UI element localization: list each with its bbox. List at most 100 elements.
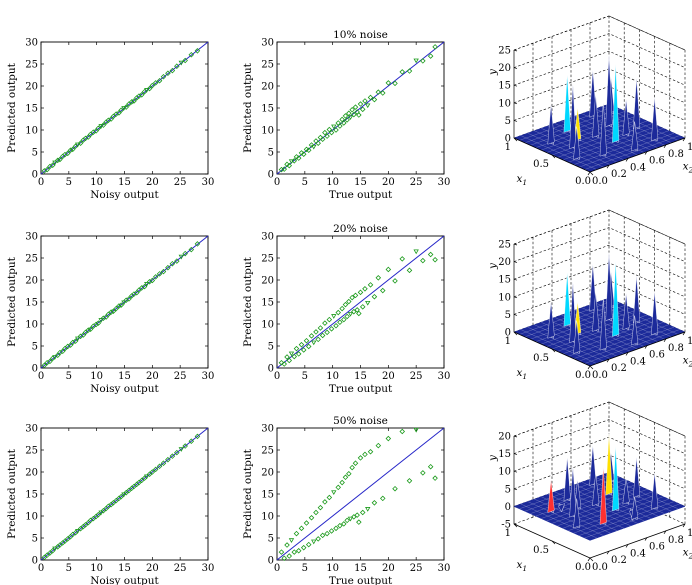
panel-title: 20% noise (333, 223, 388, 235)
z-tick-mark (513, 120, 518, 122)
x1-tick-mark (551, 540, 556, 545)
surface-peak (651, 291, 659, 336)
data-point (95, 511, 102, 518)
z-tick-label: 10 (498, 98, 511, 109)
data-point (315, 536, 321, 542)
data-point (67, 147, 74, 154)
x-tick-label: 20 (382, 563, 395, 574)
data-point (152, 80, 159, 86)
y-tick-label: 0 (32, 170, 38, 181)
data-point (326, 126, 333, 133)
z-tick-mark (513, 435, 518, 438)
data-point (305, 147, 312, 154)
x-tick-label: 10 (90, 177, 103, 188)
x-tick-label: 10 (326, 177, 339, 188)
data-point (291, 353, 298, 360)
surface-mesh-line (568, 312, 645, 347)
surface-peak (547, 479, 555, 513)
data-point (375, 442, 382, 449)
z-tick-label: 20 (498, 63, 511, 74)
data-point (339, 479, 345, 486)
z-tick-mark (513, 453, 518, 455)
data-point (385, 80, 392, 86)
data-point (178, 447, 184, 452)
data-point (165, 70, 171, 77)
x-tick-label: 5 (66, 371, 72, 382)
y-tick-label: 15 (261, 298, 274, 309)
x-tick-label: 5 (302, 371, 308, 382)
x2-axis-label: x2 (683, 161, 692, 175)
data-point (371, 293, 378, 300)
z-tick-label: 25 (498, 46, 511, 57)
y-axis-label: Predicted output (242, 256, 254, 347)
data-point (337, 522, 343, 529)
data-point (118, 302, 124, 308)
data-point (194, 48, 201, 54)
data-point (305, 541, 312, 548)
x2-axis-label: x2 (683, 355, 692, 369)
data-point (128, 99, 135, 105)
data-point (346, 470, 352, 477)
data-point (351, 308, 357, 315)
z-tick-mark (513, 296, 518, 299)
x2-tick-label: 0.8 (668, 535, 684, 546)
data-point (328, 129, 335, 136)
surface-peak (563, 74, 571, 133)
y-tick-label: 5 (268, 148, 274, 159)
surface-peak (573, 320, 581, 354)
data-point (44, 552, 50, 558)
z-tick-label: 15 (498, 275, 511, 286)
z-tick-mark (513, 470, 518, 473)
data-point (354, 512, 360, 518)
x2-tick-mark (606, 165, 610, 169)
x-tick-label: 15 (354, 371, 367, 382)
z-tick-mark (513, 314, 518, 316)
x-tick-label: 25 (410, 371, 423, 382)
data-point (319, 532, 326, 539)
y-tick-label: 20 (25, 82, 38, 93)
data-point (93, 321, 99, 328)
surface-peak (612, 261, 620, 337)
y-tick-label: 30 (261, 424, 274, 435)
data-point (349, 464, 355, 471)
data-point (335, 484, 341, 491)
reference-line (276, 427, 445, 561)
x2-tick-mark (682, 137, 686, 142)
data-point (367, 448, 374, 455)
x-tick-label: 25 (410, 177, 423, 188)
data-point (152, 274, 159, 280)
surface-peak (569, 84, 577, 149)
surface-peak (589, 264, 597, 312)
y-tick-label: 20 (261, 468, 274, 479)
data-point (286, 162, 293, 169)
data-point (156, 271, 163, 277)
data-point (427, 251, 434, 258)
data-point (141, 283, 148, 290)
data-point (62, 345, 68, 352)
x2-tick-mark (644, 537, 648, 541)
x-tick-label: 30 (438, 177, 451, 188)
y-tick-label: 15 (25, 298, 38, 309)
z-tick-mark (513, 49, 518, 52)
x1-tick-mark (551, 348, 556, 353)
data-point (311, 144, 317, 150)
x2-tick-label: 0.2 (611, 555, 627, 566)
surface-peak (622, 478, 630, 505)
data-point (359, 509, 366, 516)
x-tick-label: 25 (174, 371, 187, 382)
data-point (47, 358, 53, 365)
y-tick-label: 25 (261, 254, 274, 265)
x2-tick-label: 0.4 (630, 162, 646, 173)
data-point (284, 542, 290, 548)
data-point (365, 103, 371, 109)
data-point (149, 82, 156, 89)
data-point (324, 133, 330, 139)
panel-title: 50% noise (333, 415, 388, 427)
z-axis-label: y (487, 68, 499, 76)
x1-tick-mark (513, 137, 518, 142)
z-tick-label: 5 (505, 484, 511, 495)
data-point (281, 555, 288, 562)
x2-tick-label: 0.6 (649, 542, 665, 553)
data-point (136, 479, 142, 486)
